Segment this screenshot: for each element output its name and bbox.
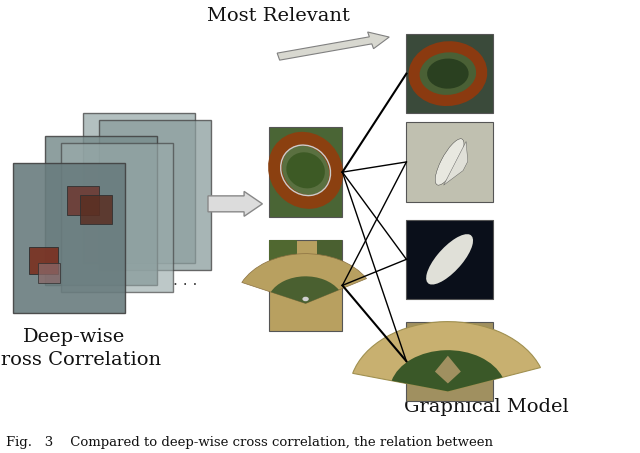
Ellipse shape (426, 234, 473, 284)
Polygon shape (444, 141, 468, 185)
Text: Deep-wise
Cross Correlation: Deep-wise Cross Correlation (0, 328, 161, 369)
Bar (406, 34, 493, 113)
Bar (99, 120, 211, 270)
Wedge shape (392, 350, 502, 391)
Ellipse shape (414, 47, 482, 101)
Bar (269, 240, 297, 281)
Bar (13, 163, 125, 313)
Bar (83, 113, 195, 263)
Bar (317, 240, 342, 281)
Polygon shape (277, 32, 389, 60)
Wedge shape (271, 276, 339, 304)
Bar (269, 127, 342, 217)
Wedge shape (353, 322, 541, 391)
Bar (29, 247, 58, 274)
Polygon shape (435, 356, 461, 383)
Bar (38, 263, 60, 283)
Ellipse shape (435, 139, 464, 185)
Text: . . .: . . . (173, 273, 198, 289)
Bar (80, 195, 112, 224)
Text: Graphical Model: Graphical Model (404, 398, 569, 416)
Bar (67, 186, 99, 215)
Circle shape (302, 297, 308, 301)
Text: Most Relevant: Most Relevant (207, 7, 350, 25)
Bar (406, 122, 493, 202)
Ellipse shape (427, 58, 468, 89)
Wedge shape (242, 254, 367, 304)
Bar (406, 220, 493, 299)
Text: Fig.   3    Compared to deep-wise cross correlation, the relation between: Fig. 3 Compared to deep-wise cross corre… (6, 436, 493, 449)
Bar (269, 240, 342, 331)
Bar (406, 322, 493, 401)
Ellipse shape (275, 139, 336, 202)
Bar (45, 136, 157, 285)
Polygon shape (208, 191, 262, 216)
Ellipse shape (286, 152, 325, 188)
Bar (61, 143, 173, 292)
